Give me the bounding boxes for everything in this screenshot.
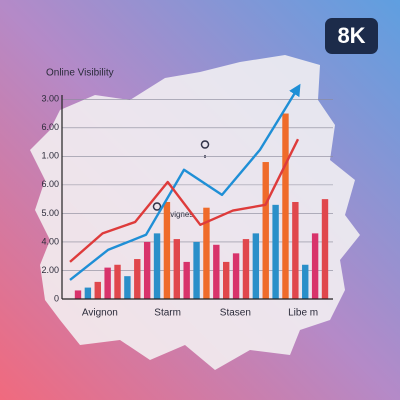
badge: [325, 18, 378, 54]
x-tick-label: Libe m: [288, 308, 318, 319]
bar: [223, 261, 230, 299]
line-series: [69, 138, 300, 263]
y-tick-label: 1.00: [41, 151, 59, 161]
bar: [153, 233, 161, 299]
bar: [143, 241, 151, 299]
y-tick-label: 4.00: [41, 236, 59, 246]
x-tick-label: Stasen: [220, 308, 251, 319]
y-tick-label: 0: [54, 293, 59, 303]
bar: [163, 201, 171, 299]
y-tick-label: 2.00: [41, 265, 59, 275]
map-shape: [30, 55, 360, 370]
bar: [94, 281, 101, 299]
bar: [183, 261, 190, 299]
bar: [321, 199, 329, 299]
bar: [114, 264, 121, 299]
bar: [74, 290, 82, 299]
bar: [232, 253, 240, 299]
bar: [311, 233, 319, 299]
bar: [134, 259, 141, 299]
y-tick-label: 5.00: [41, 208, 59, 218]
bar: [242, 239, 250, 299]
line-series: [69, 83, 301, 281]
bar: [302, 264, 309, 299]
map-pin: [152, 202, 162, 211]
annotation: Avignes: [165, 210, 193, 219]
bar: [193, 241, 200, 299]
bar: [213, 244, 220, 299]
bar: [124, 276, 131, 299]
bar: [84, 287, 92, 299]
x-tick-label: Starm: [154, 308, 181, 319]
bar: [203, 207, 210, 299]
bar: [104, 267, 111, 299]
x-tick-label: Avignon: [82, 308, 118, 319]
bar: [252, 233, 260, 299]
badge-text: 8K: [337, 23, 365, 48]
bar: [292, 201, 299, 299]
bar: [262, 162, 269, 299]
y-tick-label: 6.00: [41, 179, 59, 189]
y-tick-label: 6.00: [41, 122, 59, 132]
chart-title: Online Visibility: [46, 68, 114, 79]
bar: [173, 239, 180, 299]
bar: [282, 113, 289, 300]
y-tick-label: 3.00: [41, 94, 59, 104]
bar: [272, 204, 279, 299]
